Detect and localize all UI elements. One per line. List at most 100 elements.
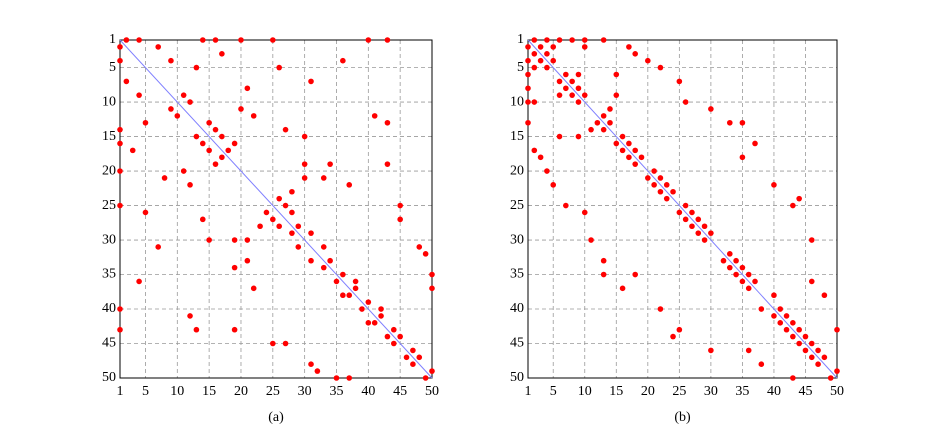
matrix-entry [752,278,758,285]
matrix-entry [531,64,538,71]
matrix-entry [129,147,136,154]
matrix-entry [600,37,607,43]
matrix-entry [231,140,238,147]
matrix-entry [645,57,651,64]
matrix-entry [193,326,200,333]
x-tick-label: 40 [767,384,781,399]
matrix-entry [745,271,752,278]
matrix-entry [174,113,181,119]
matrix-entry [815,361,821,368]
matrix-entry [613,92,620,98]
matrix-entry [250,285,257,292]
matrix-entry [410,361,416,368]
matrix-entry [834,368,840,374]
matrix-entry [581,92,588,98]
matrix-entry [676,326,683,333]
y-tick-label: 15 [510,129,524,144]
matrix-entry [531,99,538,105]
matrix-entry [136,37,142,43]
matrix-entry [155,44,162,50]
matrix-entry [340,292,346,299]
matrix-entry [346,292,353,299]
matrix-entry [308,230,314,236]
matrix-entry [581,37,588,43]
matrix-entry [657,188,664,195]
matrix-entry [689,209,695,216]
matrix-entry [556,133,563,140]
panel-caption: (b) [674,410,691,425]
matrix-entry [550,182,557,188]
matrix-entry [569,92,575,98]
matrix-entry [726,119,733,126]
matrix-entry [155,244,162,250]
matrix-entry [117,306,123,312]
matrix-entry [231,237,238,243]
y-tick-label: 35 [510,267,524,282]
matrix-entry [525,44,531,50]
matrix-entry [525,57,531,64]
matrix-entry [670,333,676,340]
matrix-entry [117,326,123,333]
matrix-entry [581,44,588,50]
x-tick-label: 30 [704,384,718,399]
matrix-entry [575,85,582,92]
matrix-entry [682,99,689,105]
matrix-entry [219,133,225,140]
matrix-entry [161,175,168,181]
x-tick-label: 25 [266,384,280,399]
matrix-entry [834,326,840,333]
matrix-entry [796,340,802,347]
matrix-entry [301,161,308,167]
matrix-entry [808,354,815,361]
matrix-entry [575,71,582,78]
matrix-entry [403,354,410,361]
matrix-entry [808,340,815,347]
matrix-entry [327,257,333,264]
matrix-entry [758,361,765,368]
matrix-entry [199,140,206,147]
matrix-entry [613,140,620,147]
matrix-entry [657,175,664,181]
matrix-entry [525,99,531,105]
matrix-entry [790,375,796,381]
matrix-entry [416,354,423,361]
matrix-entry [429,271,435,278]
y-tick-label: 5 [109,60,116,75]
x-tick-label: 45 [393,384,407,399]
matrix-entry [270,340,276,347]
x-tick-label: 15 [202,384,216,399]
matrix-entry [802,333,809,340]
y-tick-label: 20 [510,163,524,178]
matrix-entry [187,182,193,188]
matrix-entry [384,333,391,340]
matrix-entry [771,292,777,299]
matrix-entry [663,195,670,202]
matrix-entry [301,175,308,181]
matrix-entry [384,161,391,167]
y-tick-label: 25 [102,198,116,213]
x-tick-label: 20 [234,384,248,399]
matrix-entry [726,264,733,271]
x-tick-label: 15 [609,384,623,399]
matrix-entry [695,216,702,223]
matrix-entry [257,223,263,230]
matrix-entry [117,140,123,147]
matrix-entry [607,106,613,112]
matrix-entry [371,113,378,119]
y-tick-label: 10 [510,94,524,109]
matrix-entry [320,175,327,181]
matrix-entry [193,133,200,140]
matrix-entry [556,78,563,85]
matrix-entry [821,292,828,299]
matrix-entry [733,257,739,264]
matrix-entry [790,333,796,340]
matrix-entry [295,223,302,230]
matrix-entry [783,326,790,333]
matrix-entry [359,306,365,312]
matrix-entry [651,182,657,188]
matrix-entry [771,313,777,319]
matrix-entry [378,306,384,312]
matrix-entry [556,92,563,98]
matrix-entry [384,37,391,43]
x-tick-label: 5 [550,384,557,399]
